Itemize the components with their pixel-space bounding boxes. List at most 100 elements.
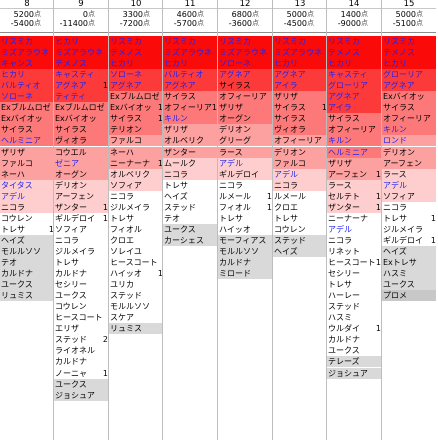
character-count: 1 — [375, 202, 381, 212]
character-cell: ステッド — [109, 290, 163, 302]
character-cell: ルメール — [273, 190, 327, 202]
character-name: ザリザ — [164, 125, 188, 135]
column-number: 13 — [273, 0, 327, 9]
character-cell: ニコラ — [327, 234, 381, 246]
character-cell: ステッド — [273, 234, 327, 246]
character-cell: アグネア — [218, 69, 272, 81]
character-cell: ニコラ — [273, 179, 327, 191]
score-unit: 点 — [34, 19, 41, 27]
character-name: Exトレサ — [383, 258, 417, 267]
character-name: ヒースコート — [110, 258, 158, 267]
character-name: サイラス — [110, 114, 142, 124]
character-cell: ヒカリ — [382, 58, 436, 70]
character-count: 1 — [321, 103, 327, 113]
character-count: 1 — [375, 258, 381, 267]
character-cell: グリーグ — [218, 135, 272, 147]
character-cell: ハーレー — [327, 290, 381, 302]
character-cell: アデル — [382, 179, 436, 191]
character-name: アグネア — [110, 81, 142, 91]
character-name: リスミカ — [328, 37, 360, 46]
character-name: ステッド — [110, 291, 142, 301]
character-cell: オフィーリア 1 — [163, 102, 217, 114]
character-cell: ミズアラウネ — [54, 47, 108, 59]
character-cell: オフィーリア — [327, 124, 381, 136]
character-cell: テメノス — [327, 47, 381, 59]
character-name: トレサ — [1, 224, 25, 234]
character-cell: アーフェン — [54, 190, 108, 202]
character-cell: フィオル — [109, 223, 163, 235]
character-name: アグネア — [383, 81, 415, 91]
character-cell: クロエ — [109, 234, 163, 246]
character-name: ミズアラウネ — [274, 48, 322, 58]
character-name: ステッド — [164, 202, 196, 212]
character-cell: トレサ 1 — [0, 223, 54, 235]
character-cell: デリオン — [273, 146, 327, 158]
character-cell: ジルメイラ — [54, 245, 108, 257]
character-name: ユークス — [164, 224, 196, 234]
character-cell: ヴィオラ — [273, 124, 327, 136]
character-count: 1 — [266, 202, 272, 212]
column-divider — [162, 0, 163, 440]
character-name: ザリザ — [219, 103, 243, 113]
score-top: 3300 — [122, 10, 143, 19]
character-name: オフィーリア — [164, 103, 212, 113]
character-name: Exブルムロゼ — [110, 92, 160, 102]
character-cell: ソフィア — [54, 223, 108, 235]
character-cell: ヘルミニア — [327, 146, 381, 158]
character-name: ユリカ — [110, 280, 134, 290]
character-name: トレサ — [383, 213, 407, 223]
character-name: ジョシュア — [328, 368, 368, 378]
character-cell: ハスミ — [382, 268, 436, 280]
character-name: コウレン — [55, 302, 87, 312]
column-number: 11 — [163, 0, 217, 9]
character-cell: ザンター — [163, 146, 217, 158]
character-name: グローリア — [328, 81, 368, 91]
character-name: ソフィア — [383, 191, 415, 201]
score-unit: 点 — [88, 10, 95, 18]
character-name: トレサ — [274, 213, 298, 223]
score-unit: 点 — [88, 19, 95, 27]
score-unit: 点 — [416, 10, 423, 18]
score-unit: 点 — [197, 10, 204, 18]
character-name: テメノス — [55, 59, 87, 69]
character-cell: リュミス — [109, 323, 163, 335]
character-cell: サイラス — [163, 91, 217, 103]
character-cell: カルドナ — [327, 334, 381, 346]
character-name: ミズアラウネ — [55, 48, 103, 58]
character-name: ノーニャ — [55, 368, 87, 378]
character-cell: ザリザ — [273, 91, 327, 103]
character-cell: サイラス — [218, 80, 272, 92]
character-cell: ニコラ — [54, 234, 108, 246]
character-cell: Exトレサ — [382, 257, 436, 268]
score-block: 5200 点 -5400 点 — [0, 10, 54, 33]
character-cell: リスミカ — [109, 36, 163, 47]
character-cell: ロンド — [382, 135, 436, 147]
character-name: ヘイズ — [1, 235, 25, 245]
character-name: スケア — [110, 313, 134, 323]
character-name: グリーグ — [219, 136, 251, 146]
character-name: ファルコ — [274, 158, 306, 168]
character-name: ネーハ — [110, 147, 134, 157]
character-cell: ザリザ — [0, 146, 54, 158]
character-name: ハスミ — [328, 313, 352, 323]
character-cell: ヒカリ — [327, 58, 381, 70]
character-name: ユークス — [383, 280, 415, 290]
character-cell: ファルコ — [0, 157, 54, 169]
character-cell: デリオン — [54, 179, 108, 191]
character-cell: Exブルムロゼ — [109, 91, 163, 103]
character-cell: ヒカリ — [163, 58, 217, 70]
character-cell: ニコラ — [109, 190, 163, 202]
score-bottom: -3600 — [228, 19, 252, 28]
column-number: 8 — [0, 0, 54, 9]
character-name: ヘイズ — [383, 246, 407, 256]
character-cell: ニコラ — [163, 168, 217, 180]
character-name: ヒカリ — [164, 59, 188, 69]
character-cell: アイラ — [273, 80, 327, 92]
character-name: ジョシュア — [55, 390, 95, 400]
character-name: フィオル — [110, 224, 142, 234]
character-name: ザンター — [164, 147, 196, 157]
character-name: オフィーリア — [383, 114, 431, 124]
score-top: 1400 — [340, 10, 361, 19]
character-cell: キャンス — [0, 58, 54, 70]
character-cell: カルドナ — [0, 268, 54, 280]
